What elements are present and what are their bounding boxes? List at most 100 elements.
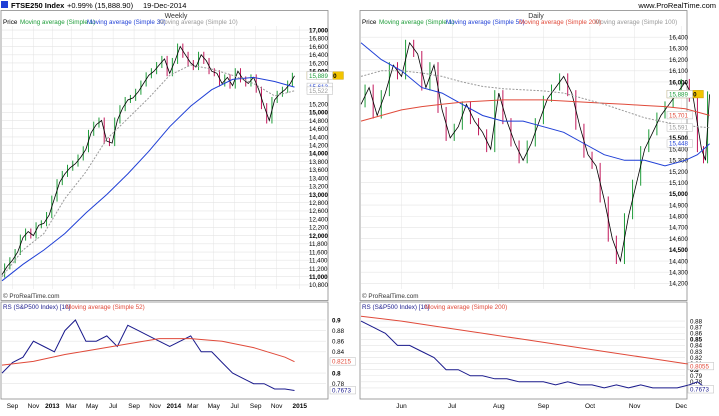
- daily-rs-ytick-label: 0.82: [690, 355, 703, 362]
- daily-price-xtick-label: Aug: [493, 403, 505, 410]
- daily-price-value-tag: [666, 111, 693, 120]
- weekly-rs-legend-rs: RS (S&P500 Index) [10]: [3, 304, 70, 311]
- weekly-price-ytick-label: 12,000: [309, 233, 328, 240]
- daily-price-ytick-label: 16,300: [669, 46, 688, 53]
- instrument-icon: [1, 1, 8, 8]
- weekly-price-ytick-label: 16,400: [309, 52, 328, 59]
- daily-price-value-tag-label: 15,701: [669, 112, 688, 119]
- weekly-rs-rs-line: [1, 319, 295, 391]
- daily-legend-price: Price: [362, 19, 377, 26]
- daily-rs-ytick-label: 0.83: [690, 349, 703, 356]
- daily-price-ma200-line: [360, 99, 710, 122]
- chart-marks: 17,00016,80016,60016,40016,20016,00015,2…: [1, 26, 714, 410]
- weekly-price-ytick-label: 16,200: [309, 60, 328, 67]
- daily-price-frame: [359, 10, 688, 301]
- daily-rs-value-tag-label: 0.8055: [690, 363, 709, 370]
- header-date: 19-Dec-2014: [143, 1, 186, 10]
- daily-title: Daily: [528, 13, 544, 20]
- weekly-rs-value-tag: [329, 386, 356, 395]
- daily-rs-value-tag: [687, 385, 714, 394]
- daily-rs-rs-line: [360, 320, 710, 390]
- daily-price-ytick-label: 14,900: [669, 202, 688, 209]
- daily-price-xtick-label: Oct: [585, 403, 595, 410]
- daily-price-price-line: [360, 41, 710, 263]
- weekly-price-ytick-label: 13,600: [309, 167, 328, 174]
- weekly-price-xtick-label: 2014: [167, 403, 182, 410]
- daily-rs-frame: [359, 301, 688, 400]
- weekly-price-xtick-label: 2013: [45, 403, 60, 410]
- daily-rs-ytick-label: 0.79: [690, 373, 703, 380]
- weekly-price-xtick-label: Mar: [187, 403, 199, 410]
- daily-price-ytick-label: 16,200: [669, 57, 688, 64]
- weekly-rs-legend-ma: Moving average (Simple 52): [66, 304, 145, 311]
- header-change: +0.99% (15,888.90): [67, 1, 134, 10]
- weekly-rs-value-tag-label: 0.8215: [332, 359, 351, 366]
- daily-rs-ytick-label: 0.87: [690, 324, 703, 331]
- weekly-price-ytick-label: 17,000: [309, 27, 328, 34]
- daily-rs-rs_ma-line: [360, 315, 710, 367]
- weekly-rs-legend: RS (S&P500 Index) [10] Moving average (S…: [3, 304, 145, 311]
- weekly-rs-value-tag-label: 0.7673: [332, 387, 351, 394]
- weekly-price-xtick-label: Jul: [231, 403, 240, 410]
- weekly-price-ytick-label: 11,000: [309, 274, 328, 281]
- weekly-rs-ytick-label: 0.78: [332, 381, 345, 388]
- weekly-price-ytick-label: 12,200: [309, 225, 328, 232]
- weekly-price-value-tag: [306, 86, 333, 95]
- weekly-price-xtick-label: Nov: [271, 403, 283, 410]
- daily-price-value-tag: [666, 139, 693, 148]
- weekly-legend-price: Price: [3, 19, 18, 26]
- weekly-price-ytick-label: 12,600: [309, 208, 328, 215]
- daily-price-xtick-label: Nov: [629, 403, 641, 410]
- daily-price-xtick-label: Jun: [396, 403, 407, 410]
- weekly-price-ytick-label: 16,600: [309, 44, 328, 51]
- weekly-price-ytick-label: 11,200: [309, 266, 328, 273]
- weekly-price-ytick-label: 14,400: [309, 134, 328, 141]
- weekly-price-price-line: [1, 45, 295, 275]
- header-source: www.ProRealTime.com: [637, 1, 716, 10]
- daily-legend-ma50: Moving average (Simple 50): [446, 19, 525, 26]
- weekly-rs-ytick-label: 0.86: [332, 339, 345, 346]
- daily-rs-value-tag-label: 0.7673: [690, 387, 709, 394]
- daily-legend-ma100: Moving average (Simple 100): [595, 19, 677, 26]
- daily-rs-legend-rs: RS (S&P500 Index) [10]: [362, 304, 429, 311]
- weekly-price-xtick-label: Jul: [109, 403, 118, 410]
- daily-price-ytick-label: 16,100: [669, 68, 688, 75]
- weekly-price-ytick-label: 13,800: [309, 159, 328, 166]
- daily-legend-ma1: Moving average (Simple 1): [379, 19, 454, 26]
- weekly-price-value-tag-label: 15,522: [309, 88, 328, 95]
- daily-price-ytick-label: 15,500: [669, 135, 688, 142]
- weekly-price-ytick-label: 10,800: [309, 282, 328, 289]
- daily-rs-ytick-label: 0.86: [690, 331, 703, 338]
- weekly-rs-ytick-label: 0.8: [332, 370, 341, 377]
- weekly-price-xtick-label: Sep: [250, 403, 262, 410]
- daily-price-xtick-label: Jul: [448, 403, 457, 410]
- weekly-price-xtick-label: May: [86, 403, 99, 410]
- weekly-legend-ma1: Moving average (Simple 1): [20, 19, 95, 26]
- daily-price-ytick-label: 15,100: [669, 180, 688, 187]
- weekly-price-value-tag-label: 15,889: [309, 73, 328, 80]
- daily-price-value-tag-label: 15,889: [669, 91, 688, 98]
- header-symbol: FTSE250 Index: [11, 1, 65, 10]
- daily-price-ytick-label: 14,500: [669, 247, 688, 254]
- weekly-price-ma10-line: [1, 64, 295, 278]
- daily-price-ytick-label: 14,300: [669, 270, 688, 277]
- weekly-price-xtick-label: Nov: [28, 403, 40, 410]
- weekly-price-ytick-label: 14,200: [309, 142, 328, 149]
- weekly-title: Weekly: [165, 13, 188, 20]
- weekly-price-xtick-label: Sep: [128, 403, 140, 410]
- weekly-price-ytick-label: 16,800: [309, 36, 328, 43]
- daily-rs-ytick-label: 0.85: [690, 337, 703, 344]
- daily-price-legend: Price Moving average (Simple 1) Moving a…: [362, 19, 677, 26]
- daily-rs-ytick-label: 0.8: [690, 367, 699, 374]
- weekly-price-ytick-label: 12,400: [309, 216, 328, 223]
- daily-price-ytick-label: 15,400: [669, 146, 688, 153]
- daily-price-xtick-label: Dec: [675, 403, 687, 410]
- daily-price-ytick-label: 15,300: [669, 158, 688, 165]
- daily-price-ytick-label: 16,000: [669, 79, 688, 86]
- header-bar: [0, 0, 719, 10]
- daily-price-ytick-label: 14,600: [669, 236, 688, 243]
- weekly-price-xtick-label: Nov: [149, 403, 161, 410]
- weekly-price-xtick-label: Mar: [66, 403, 78, 410]
